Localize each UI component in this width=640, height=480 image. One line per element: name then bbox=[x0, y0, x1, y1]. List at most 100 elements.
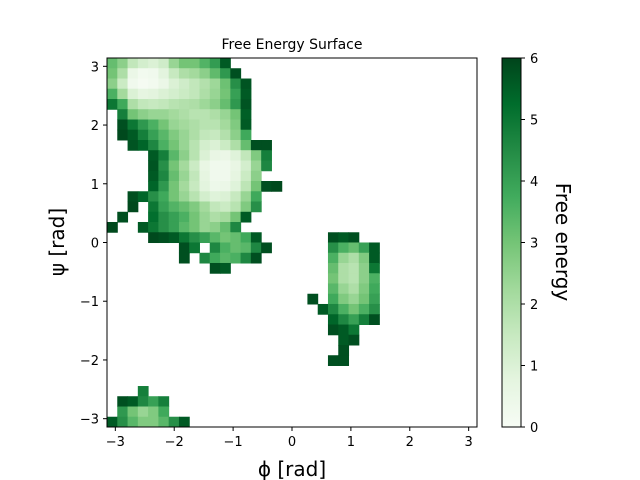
heatmap-cell bbox=[338, 334, 350, 346]
heatmap-cell bbox=[189, 129, 200, 141]
heatmap-cell bbox=[209, 119, 221, 131]
heatmap-cell bbox=[369, 314, 380, 325]
heatmap-cell bbox=[338, 355, 350, 366]
heatmap-cell bbox=[107, 78, 118, 90]
heatmap-cell bbox=[158, 396, 170, 407]
heatmap-cell bbox=[338, 293, 350, 305]
heatmap-cell bbox=[117, 119, 129, 131]
heatmap-cell bbox=[199, 119, 211, 131]
heatmap-cell bbox=[240, 242, 252, 254]
heatmap-cell bbox=[250, 191, 262, 203]
heatmap-cell bbox=[199, 232, 211, 244]
heatmap-cell bbox=[189, 119, 200, 131]
heatmap-cell bbox=[189, 78, 201, 90]
heatmap-cell bbox=[317, 303, 329, 315]
heatmap-cell bbox=[178, 160, 190, 172]
heatmap-cell bbox=[358, 314, 370, 325]
heatmap-cell bbox=[148, 201, 159, 213]
heatmap-cell bbox=[250, 140, 262, 151]
heatmap-cell bbox=[240, 160, 252, 172]
heatmap-cell bbox=[148, 191, 159, 203]
heatmap-cell bbox=[338, 242, 350, 254]
heatmap-cell bbox=[209, 150, 221, 161]
heatmap-cell bbox=[127, 129, 139, 141]
heatmap-cell bbox=[261, 160, 272, 172]
heatmap-cell bbox=[220, 191, 231, 203]
heatmap-cell bbox=[199, 109, 211, 120]
heatmap-cell bbox=[189, 201, 201, 213]
heatmap-cell bbox=[240, 129, 252, 141]
heatmap-cell bbox=[328, 303, 339, 315]
heatmap-cell bbox=[250, 252, 262, 264]
heatmap-cell bbox=[220, 58, 231, 69]
heatmap-cell bbox=[158, 221, 170, 233]
heatmap-cell bbox=[148, 58, 159, 69]
heatmap-cell bbox=[199, 68, 211, 79]
heatmap-cell bbox=[127, 119, 139, 131]
heatmap-cell bbox=[209, 221, 221, 233]
heatmap-cell bbox=[209, 78, 221, 90]
heatmap-cell bbox=[230, 109, 242, 120]
heatmap-cell bbox=[199, 160, 211, 172]
heatmap-cell bbox=[127, 140, 139, 151]
heatmap-cell bbox=[117, 58, 129, 69]
x-axis-label: ϕ [rad] bbox=[258, 457, 326, 480]
heatmap-cell bbox=[230, 170, 242, 182]
heatmap-cell bbox=[158, 68, 170, 79]
heatmap-cell bbox=[369, 242, 380, 254]
heatmap-cell bbox=[220, 211, 231, 223]
heatmap-cell bbox=[240, 78, 252, 90]
heatmap-cell bbox=[348, 273, 360, 285]
heatmap-cell bbox=[178, 252, 190, 264]
heatmap-cell bbox=[168, 416, 180, 427]
heatmap-cell bbox=[168, 78, 180, 90]
colorbar-gradient bbox=[501, 57, 522, 428]
heatmap-cell bbox=[348, 262, 360, 274]
heatmap-cell bbox=[240, 252, 252, 264]
heatmap-cell bbox=[168, 170, 180, 182]
heatmap-cell bbox=[127, 78, 139, 90]
heatmap-cell bbox=[348, 232, 360, 244]
colorbar: 0 1 2 3 4 5 6 Free energy bbox=[501, 52, 575, 436]
heatmap-cell bbox=[178, 232, 190, 244]
heatmap-cell bbox=[137, 119, 149, 131]
colorbar-label: Free energy bbox=[551, 183, 575, 302]
heatmap-cell bbox=[220, 129, 231, 141]
heatmap-cell bbox=[189, 242, 200, 254]
heatmap-cell bbox=[199, 170, 211, 182]
heatmap-cell bbox=[369, 303, 380, 315]
heatmap-cell bbox=[168, 211, 180, 223]
heatmap-cell bbox=[168, 119, 180, 131]
heatmap-cell bbox=[220, 140, 231, 151]
heatmap-cell bbox=[230, 211, 242, 223]
heatmap-cell bbox=[189, 109, 200, 120]
heatmap-cell bbox=[117, 211, 129, 223]
heatmap-cell bbox=[158, 211, 170, 223]
heatmap-cell bbox=[338, 232, 350, 244]
heatmap-cell bbox=[178, 242, 190, 254]
heatmap-cell bbox=[168, 58, 180, 69]
heatmap-cell bbox=[220, 170, 231, 182]
heatmap-cell bbox=[220, 88, 231, 100]
heatmap-cell bbox=[178, 201, 190, 213]
heatmap-cell bbox=[148, 170, 159, 182]
heatmap-cell bbox=[158, 140, 170, 151]
heatmap-cell bbox=[240, 181, 252, 192]
heatmap-cell bbox=[148, 129, 159, 141]
heatmap-cell bbox=[178, 181, 190, 192]
heatmap-cell bbox=[117, 129, 129, 141]
heatmap-cell bbox=[338, 303, 350, 315]
heatmap-cell bbox=[107, 221, 118, 233]
heatmap-cell bbox=[230, 232, 242, 244]
heatmap-cell bbox=[137, 140, 149, 151]
heatmap-cell bbox=[230, 119, 242, 131]
heatmap-cell bbox=[209, 232, 221, 244]
heatmap-cell bbox=[250, 160, 262, 172]
heatmap-cell bbox=[220, 232, 231, 244]
heatmap-cell bbox=[240, 88, 252, 100]
heatmap-cell bbox=[348, 324, 360, 336]
heatmap-cell bbox=[148, 396, 159, 407]
heatmap-cell bbox=[117, 78, 129, 90]
heatmap-cell bbox=[168, 68, 180, 79]
heatmap-cell bbox=[117, 406, 129, 418]
